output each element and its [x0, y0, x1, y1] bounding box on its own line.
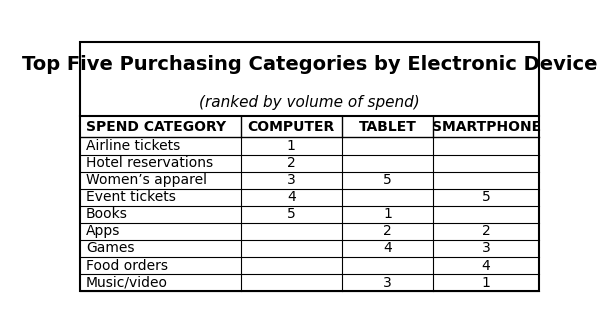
Text: 4: 4: [482, 258, 490, 273]
Text: 5: 5: [287, 207, 295, 221]
Text: Event tickets: Event tickets: [86, 190, 176, 204]
Text: COMPUTER: COMPUTER: [248, 120, 335, 134]
Text: 2: 2: [287, 156, 295, 170]
Text: 1: 1: [287, 139, 295, 153]
Text: Music/video: Music/video: [86, 276, 168, 290]
Text: 2: 2: [482, 224, 490, 238]
Text: Top Five Purchasing Categories by Electronic Device: Top Five Purchasing Categories by Electr…: [22, 55, 597, 74]
Text: Games: Games: [86, 242, 134, 255]
Text: Women’s apparel: Women’s apparel: [86, 173, 207, 187]
Text: 5: 5: [482, 190, 490, 204]
Text: 1: 1: [482, 276, 490, 290]
Text: 3: 3: [482, 242, 490, 255]
Text: (ranked by volume of spend): (ranked by volume of spend): [199, 95, 420, 110]
Text: Airline tickets: Airline tickets: [86, 139, 180, 153]
Text: 3: 3: [287, 173, 295, 187]
Text: 1: 1: [383, 207, 392, 221]
Text: Food orders: Food orders: [86, 258, 168, 273]
Text: Hotel reservations: Hotel reservations: [86, 156, 213, 170]
Text: 3: 3: [383, 276, 392, 290]
Text: 4: 4: [383, 242, 392, 255]
Text: Books: Books: [86, 207, 127, 221]
Text: 4: 4: [287, 190, 295, 204]
Text: SPEND CATEGORY: SPEND CATEGORY: [86, 120, 226, 134]
Text: 2: 2: [383, 224, 392, 238]
Text: TABLET: TABLET: [359, 120, 417, 134]
Text: 5: 5: [383, 173, 392, 187]
Text: SMARTPHONE: SMARTPHONE: [432, 120, 541, 134]
Text: Apps: Apps: [86, 224, 120, 238]
